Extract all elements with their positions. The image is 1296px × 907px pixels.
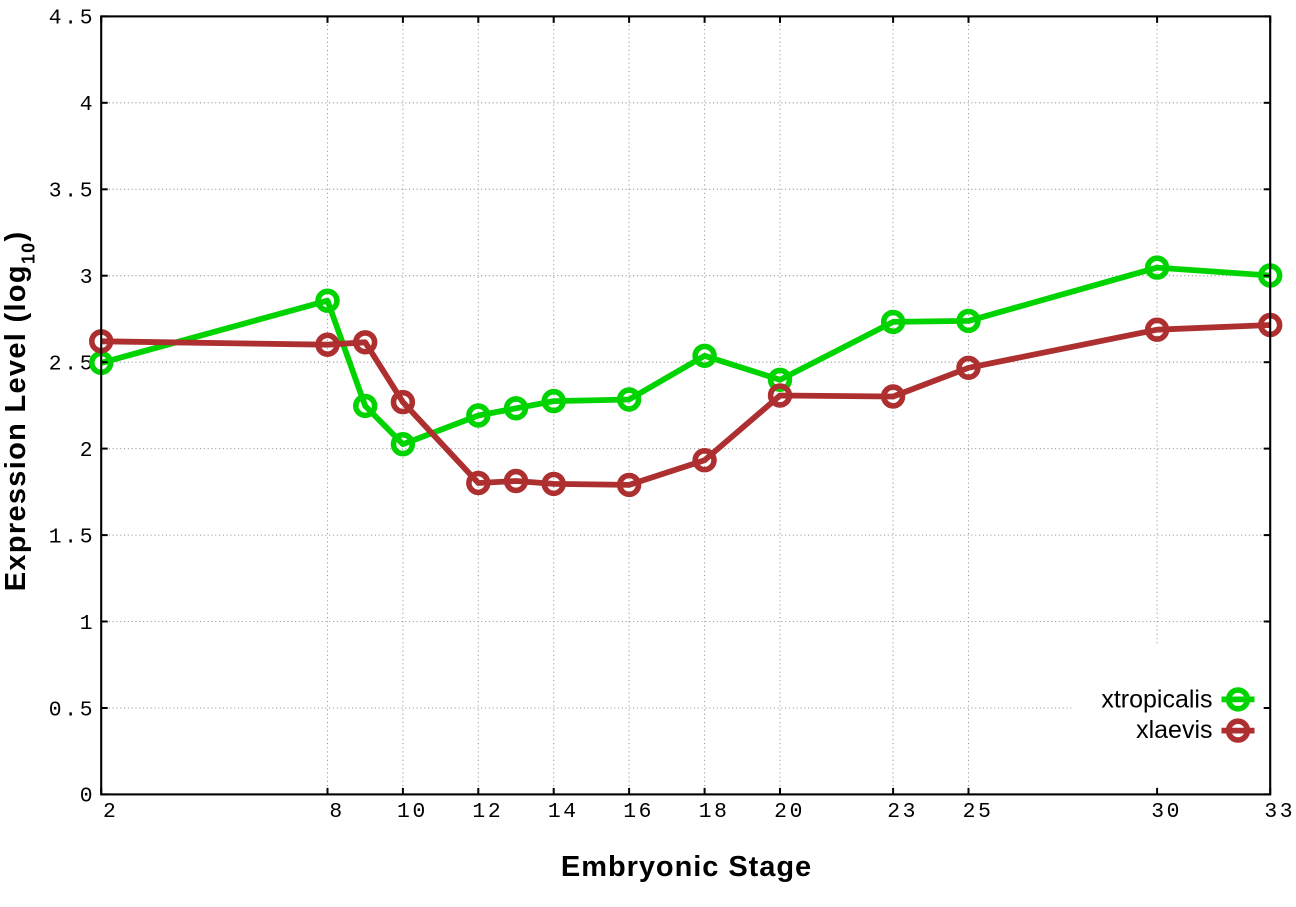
svg-text:12: 12 — [472, 800, 503, 824]
svg-text:2: 2 — [80, 439, 95, 463]
svg-text:xlaevis: xlaevis — [1136, 716, 1212, 744]
svg-text:30: 30 — [1151, 800, 1182, 824]
svg-text:Embryonic Stage: Embryonic Stage — [561, 851, 812, 883]
svg-text:4: 4 — [80, 93, 95, 117]
svg-text:0: 0 — [80, 785, 95, 809]
svg-text:0.5: 0.5 — [49, 698, 95, 722]
svg-text:2.5: 2.5 — [49, 353, 95, 377]
svg-text:14: 14 — [548, 800, 579, 824]
svg-text:10: 10 — [397, 800, 428, 824]
svg-text:16: 16 — [623, 800, 654, 824]
svg-text:23: 23 — [887, 800, 918, 824]
svg-text:3.5: 3.5 — [49, 180, 95, 204]
svg-text:8: 8 — [329, 800, 344, 824]
svg-text:18: 18 — [699, 800, 730, 824]
svg-text:20: 20 — [774, 800, 805, 824]
svg-text:3: 3 — [80, 266, 95, 290]
svg-text:1: 1 — [80, 612, 95, 636]
svg-text:2: 2 — [103, 800, 118, 824]
svg-text:xtropicalis: xtropicalis — [1101, 686, 1212, 714]
svg-text:25: 25 — [963, 800, 994, 824]
svg-text:33: 33 — [1264, 800, 1295, 824]
svg-text:1.5: 1.5 — [49, 525, 95, 549]
svg-text:4.5: 4.5 — [49, 7, 95, 31]
